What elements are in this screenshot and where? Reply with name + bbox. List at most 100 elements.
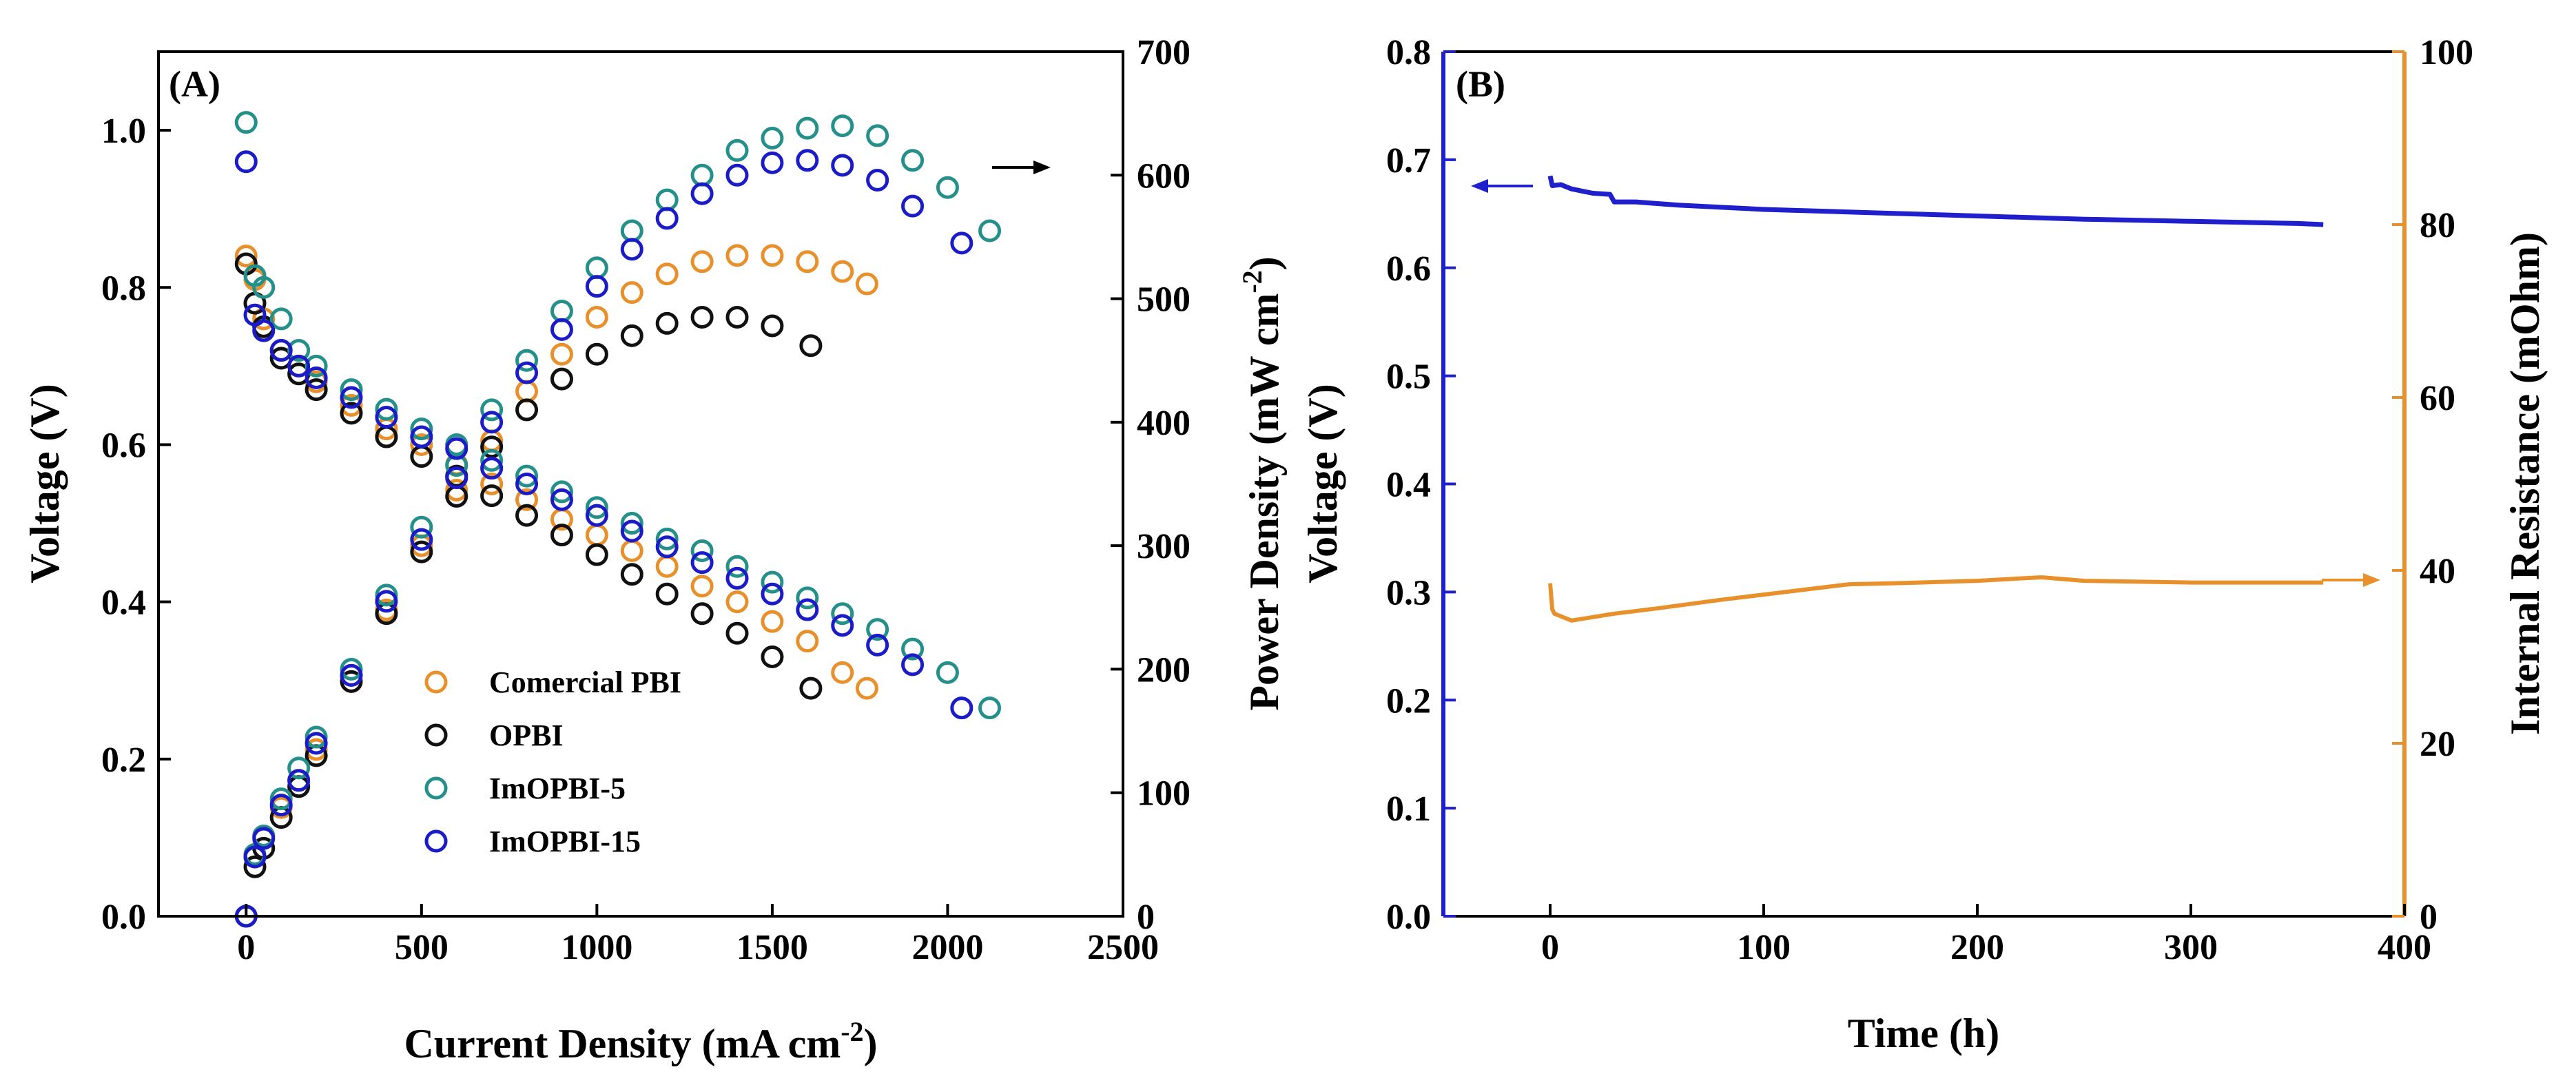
- y2-tick-label: 0: [2420, 898, 2438, 937]
- power-point-s3: [901, 194, 925, 218]
- x-tick-label: 1500: [736, 928, 808, 967]
- panel-a-y-axis-title: Voltage (V): [22, 384, 68, 583]
- power-point-s1: [550, 367, 573, 391]
- power-point-s0: [515, 380, 539, 403]
- voltage-point-s0: [480, 473, 504, 495]
- y2-tick-label: 20: [2420, 725, 2455, 764]
- voltage-point-s1: [305, 378, 328, 402]
- voltage-point-s1: [799, 676, 823, 700]
- power-point-s3: [269, 794, 293, 817]
- voltage-point-s3: [901, 653, 925, 676]
- voltage-point-s3: [655, 535, 679, 559]
- power-point-s3: [410, 528, 433, 551]
- x-tick-label: 300: [2164, 928, 2218, 967]
- y-tick-label: 0.2: [101, 741, 146, 780]
- voltage-point-s3: [620, 519, 643, 543]
- voltage-point-s2: [761, 570, 784, 594]
- panel-b-x-ticks: 0 100 200 300 400: [1541, 904, 2431, 967]
- panel-a-y2-ticks: 0 100 200 300 400 500 600 700: [1111, 33, 1191, 937]
- power-point-s3: [585, 275, 608, 298]
- voltage-point-s3: [725, 566, 749, 590]
- power-point-s3: [445, 466, 468, 490]
- y-tick-label: 0.6: [101, 426, 146, 465]
- x-tick-label: 2500: [1087, 928, 1159, 967]
- voltage-point-s3: [234, 150, 258, 174]
- voltage-point-s0: [234, 245, 258, 268]
- power-point-s2: [978, 219, 1002, 242]
- power-point-s3: [761, 151, 784, 174]
- voltage-point-s0: [620, 539, 643, 562]
- power-point-s3: [550, 318, 573, 341]
- power-point-s2: [620, 219, 643, 242]
- panel-b-y-axis-title: Voltage (V): [1300, 384, 1346, 583]
- power-point-s3: [725, 163, 749, 187]
- voltage-point-s3: [515, 473, 539, 495]
- panel-a-x-ticks: 0 500 1000 1500 2000 2500: [237, 904, 1159, 967]
- y2-tick-label: 100: [2420, 33, 2473, 72]
- voltage-point-s3: [410, 425, 433, 448]
- power-point-s1: [585, 342, 608, 366]
- power-point-s2: [410, 515, 433, 539]
- y2-tick-label: 100: [1137, 774, 1191, 814]
- y2-tick-label: 500: [1137, 280, 1191, 320]
- voltage-point-s2: [831, 602, 854, 626]
- voltage-point-s2: [550, 480, 573, 504]
- y-tick-label: 0.3: [1386, 573, 1431, 612]
- y2-tick-label: 600: [1137, 156, 1191, 196]
- panel-b-plot-area: [1547, 175, 2324, 623]
- voltage-point-s1: [655, 582, 679, 606]
- power-point-s2: [375, 583, 398, 607]
- voltage-point-s0: [855, 676, 878, 700]
- voltage-point-s2: [287, 339, 311, 362]
- voltage-point-s1: [410, 445, 433, 468]
- legend-label: ImOPBI-5: [489, 772, 626, 805]
- power-point-s2: [305, 725, 328, 749]
- power-point-s2: [831, 114, 854, 138]
- power-point-s0: [655, 262, 679, 286]
- power-point-s0: [305, 738, 328, 761]
- voltage-point-s2: [978, 696, 1002, 720]
- voltage-point-s1: [550, 524, 573, 547]
- power-point-s1: [799, 334, 823, 358]
- y-tick-label: 0.4: [101, 583, 146, 623]
- voltage-point-s3: [950, 696, 973, 720]
- legend-marker: [424, 723, 448, 747]
- voltage-point-s0: [410, 433, 433, 456]
- panel-b-y2-ticks: 0 20 40 60 80 100: [2392, 33, 2473, 937]
- legend-marker: [424, 776, 448, 800]
- power-point-s1: [725, 305, 749, 329]
- voltage-point-s2: [796, 586, 819, 610]
- x-tick-label: 400: [2378, 928, 2431, 967]
- y2-tick-label: 60: [2420, 379, 2455, 418]
- panel-a-y-ticks: 0.0 0.2 0.4 0.6 0.8 1.0: [101, 112, 171, 937]
- power-point-s2: [515, 349, 539, 372]
- power-point-s3: [340, 663, 363, 687]
- power-point-s1: [515, 398, 539, 422]
- power-point-s3: [287, 769, 311, 792]
- panel-a-x-axis-title: Current Density (mA cm-2): [404, 1016, 877, 1066]
- voltage-point-s3: [761, 582, 784, 606]
- legend-label: OPBI: [489, 719, 564, 752]
- power-point-s0: [831, 260, 854, 283]
- voltage-point-s3: [585, 504, 608, 527]
- voltage-point-s2: [515, 464, 539, 488]
- power-point-s2: [796, 116, 819, 140]
- voltage-point-s1: [620, 563, 643, 586]
- voltage-point-s2: [234, 111, 258, 134]
- voltage-point-s3: [340, 386, 363, 409]
- resistance-axis-arrow: [2322, 573, 2380, 587]
- voltage-point-s0: [761, 610, 784, 633]
- power-point-s3: [243, 845, 267, 869]
- power-point-s0: [445, 478, 468, 502]
- voltage-point-s3: [866, 633, 889, 657]
- voltage-point-s0: [585, 524, 608, 547]
- voltage-point-s2: [690, 539, 714, 562]
- voltage-point-s0: [690, 575, 714, 598]
- power-point-s2: [936, 176, 959, 199]
- legend-marker: [424, 670, 448, 694]
- power-point-s0: [796, 250, 819, 273]
- power-point-s1: [410, 540, 433, 564]
- power-point-s1: [620, 324, 643, 347]
- panel-b-y2-axis-title: Internal Resistance (mOhm): [2502, 232, 2548, 735]
- power-point-s3: [375, 590, 398, 613]
